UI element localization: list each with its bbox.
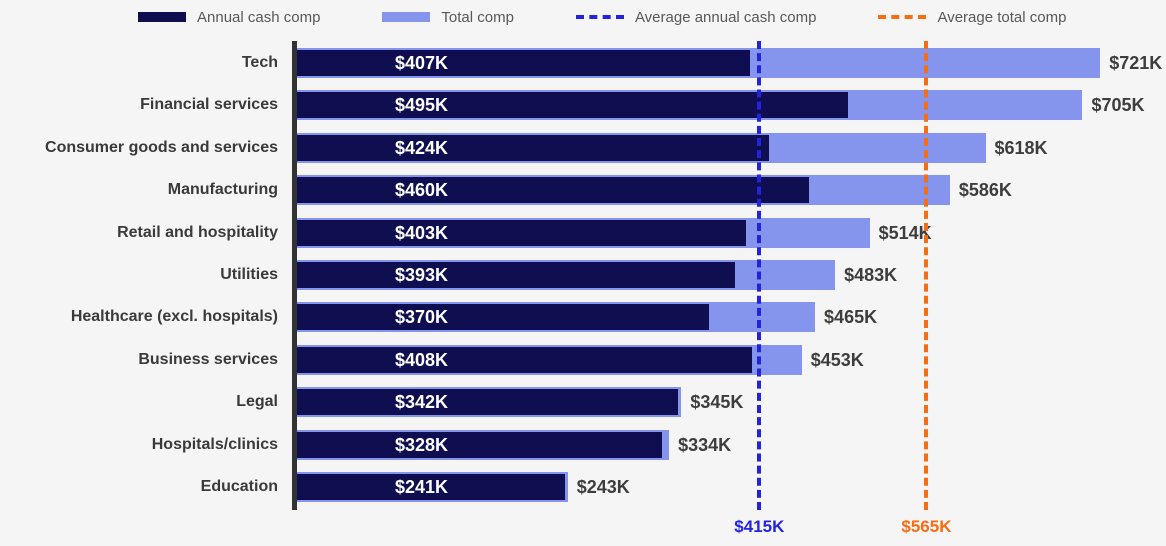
category-label: Hospitals/clinics [151, 435, 278, 453]
bar-cell: $393K $483K [297, 259, 1166, 290]
annual-cash-comp-value: $342K [395, 392, 449, 413]
bar-row: Manufacturing $460K $586K [0, 175, 1166, 206]
bar-cell: $495K $705K [297, 90, 1166, 121]
bar-row: Healthcare (excl. hospitals) $370K $465K [0, 302, 1166, 333]
legend-label: Average annual cash comp [634, 8, 817, 26]
category-label: Education [200, 477, 278, 495]
annual-cash-comp-bar [297, 50, 751, 76]
bar-row: Consumer goods and services $424K $618K [0, 132, 1166, 163]
legend-item-average-total-comp: Average total comp [878, 9, 1066, 26]
annual-cash-comp-bar [297, 134, 770, 161]
legend-label: Average total comp [937, 8, 1067, 26]
average-total-dashed-line-icon [878, 15, 927, 19]
bar-rows: Tech $407K $721K Financial services $495… [0, 41, 1166, 510]
category-label: Tech [241, 54, 278, 71]
total-comp-value: $705K [1091, 95, 1145, 116]
annual-cash-comp-bar [297, 304, 710, 331]
annual-cash-comp-bar [297, 389, 679, 416]
average-annual-cash-comp-value: $415K [734, 517, 785, 536]
annual-cash-comp-bar [297, 92, 849, 119]
total-comp-value: $345K [690, 392, 744, 413]
total-comp-value: $618K [994, 137, 1048, 158]
bar-cell: $424K $618K [297, 132, 1166, 163]
annual-cash-comp-bar [297, 261, 735, 288]
comp-by-industry-bar-chart: Tech $407K $721K Financial services $495… [0, 41, 1166, 536]
bar-cell: $460K $586K [297, 175, 1166, 206]
bar-cell: $408K $453K [297, 344, 1166, 375]
category-label: Utilities [220, 265, 278, 283]
bar-row: Legal $342K $345K [0, 387, 1166, 418]
bar-cell: $241K $243K [297, 471, 1166, 502]
legend-label: Total comp [441, 8, 514, 26]
bar-cell: $403K $514K [297, 217, 1166, 248]
chart-legend: Annual cash comp Total comp Average annu… [0, 0, 1166, 26]
annual-cash-comp-value: $403K [395, 222, 449, 243]
annual-cash-comp-value: $241K [395, 476, 449, 497]
total-comp-value: $453K [810, 349, 864, 370]
annual-cash-comp-value: $407K [395, 53, 449, 73]
bar-row: Utilities $393K $483K [0, 259, 1166, 290]
total-comp-value: $334K [678, 434, 732, 455]
annual-cash-comp-swatch-icon [138, 12, 186, 22]
average-annual-dashed-line-icon [575, 15, 624, 19]
bar-cell: $342K $345K [297, 387, 1166, 418]
category-label: Business services [138, 350, 278, 368]
total-comp-value: $586K [958, 180, 1012, 201]
legend-label: Annual cash comp [197, 8, 321, 26]
category-label: Legal [236, 393, 278, 411]
bar-cell: $407K $721K [297, 48, 1166, 78]
legend-item-annual-cash-comp: Annual cash comp [138, 9, 320, 26]
annual-cash-comp-bar [297, 473, 566, 500]
annual-cash-comp-value: $393K [395, 264, 449, 285]
annual-cash-comp-bar [297, 177, 810, 204]
annual-cash-comp-value: $495K [395, 95, 449, 116]
bar-row: Education $241K $243K [0, 471, 1166, 502]
legend-item-average-annual-cash-comp: Average annual cash comp [575, 8, 817, 26]
category-label: Financial services [140, 96, 278, 114]
bar-row: Tech $407K $721K [0, 48, 1166, 78]
category-label: Manufacturing [167, 181, 278, 199]
total-comp-value: $243K [576, 476, 630, 497]
annual-cash-comp-value: $370K [395, 307, 449, 328]
reference-line-labels: $415K $565K [297, 510, 1166, 546]
total-comp-swatch-icon [382, 12, 431, 22]
bar-row: Business services $408K $453K [0, 344, 1166, 375]
bar-row: Retail and hospitality $403K $514K [0, 217, 1166, 248]
category-label: Healthcare (excl. hospitals) [70, 308, 278, 326]
annual-cash-comp-bar [297, 219, 746, 246]
average-total-comp-value: $565K [901, 517, 952, 536]
annual-cash-comp-value: $424K [395, 137, 449, 158]
annual-cash-comp-bar [297, 431, 663, 458]
bar-row: Financial services $495K $705K [0, 90, 1166, 121]
total-comp-value: $721K [1109, 53, 1163, 73]
bar-row: Hospitals/clinics $328K $334K [0, 429, 1166, 460]
total-comp-value: $514K [878, 222, 932, 243]
legend-item-total-comp: Total comp [382, 9, 514, 26]
annual-cash-comp-value: $460K [395, 180, 449, 201]
bar-cell: $370K $465K [297, 302, 1166, 333]
total-comp-value: $483K [844, 264, 898, 285]
category-label: Retail and hospitality [117, 223, 278, 241]
annual-cash-comp-value: $328K [395, 434, 449, 455]
annual-cash-comp-bar [297, 346, 752, 373]
bar-cell: $328K $334K [297, 429, 1166, 460]
total-comp-value: $465K [824, 307, 878, 328]
category-label: Consumer goods and services [45, 138, 278, 156]
annual-cash-comp-value: $408K [395, 349, 449, 370]
